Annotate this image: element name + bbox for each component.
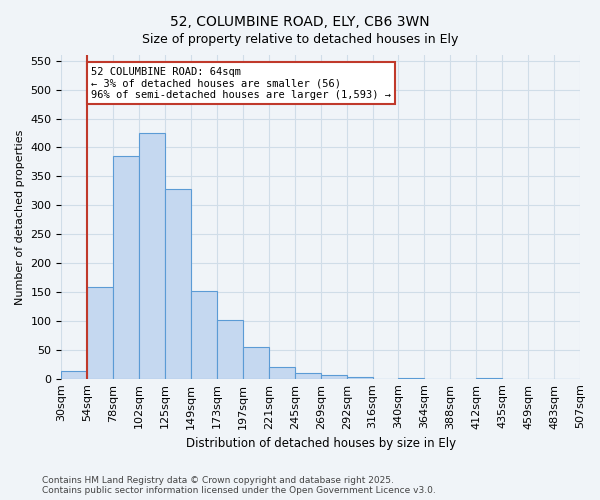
Text: 52 COLUMBINE ROAD: 64sqm
← 3% of detached houses are smaller (56)
96% of semi-de: 52 COLUMBINE ROAD: 64sqm ← 3% of detache… (91, 66, 391, 100)
Bar (269, 367, 295, 378)
Text: 52, COLUMBINE ROAD, ELY, CB6 3WN: 52, COLUMBINE ROAD, ELY, CB6 3WN (170, 15, 430, 29)
Bar (88, 288, 113, 378)
Bar (243, 348, 269, 378)
Bar (347, 377, 373, 378)
Bar (191, 291, 217, 378)
Y-axis label: Number of detached properties: Number of detached properties (15, 129, 25, 304)
Bar (295, 373, 321, 378)
Bar (139, 133, 165, 378)
Text: Contains HM Land Registry data © Crown copyright and database right 2025.
Contai: Contains HM Land Registry data © Crown c… (42, 476, 436, 495)
X-axis label: Distribution of detached houses by size in Ely: Distribution of detached houses by size … (185, 437, 456, 450)
Bar (165, 189, 191, 378)
Text: Size of property relative to detached houses in Ely: Size of property relative to detached ho… (142, 32, 458, 46)
Bar (61, 370, 88, 378)
Bar (321, 374, 347, 378)
Bar (217, 320, 243, 378)
Bar (113, 156, 139, 378)
